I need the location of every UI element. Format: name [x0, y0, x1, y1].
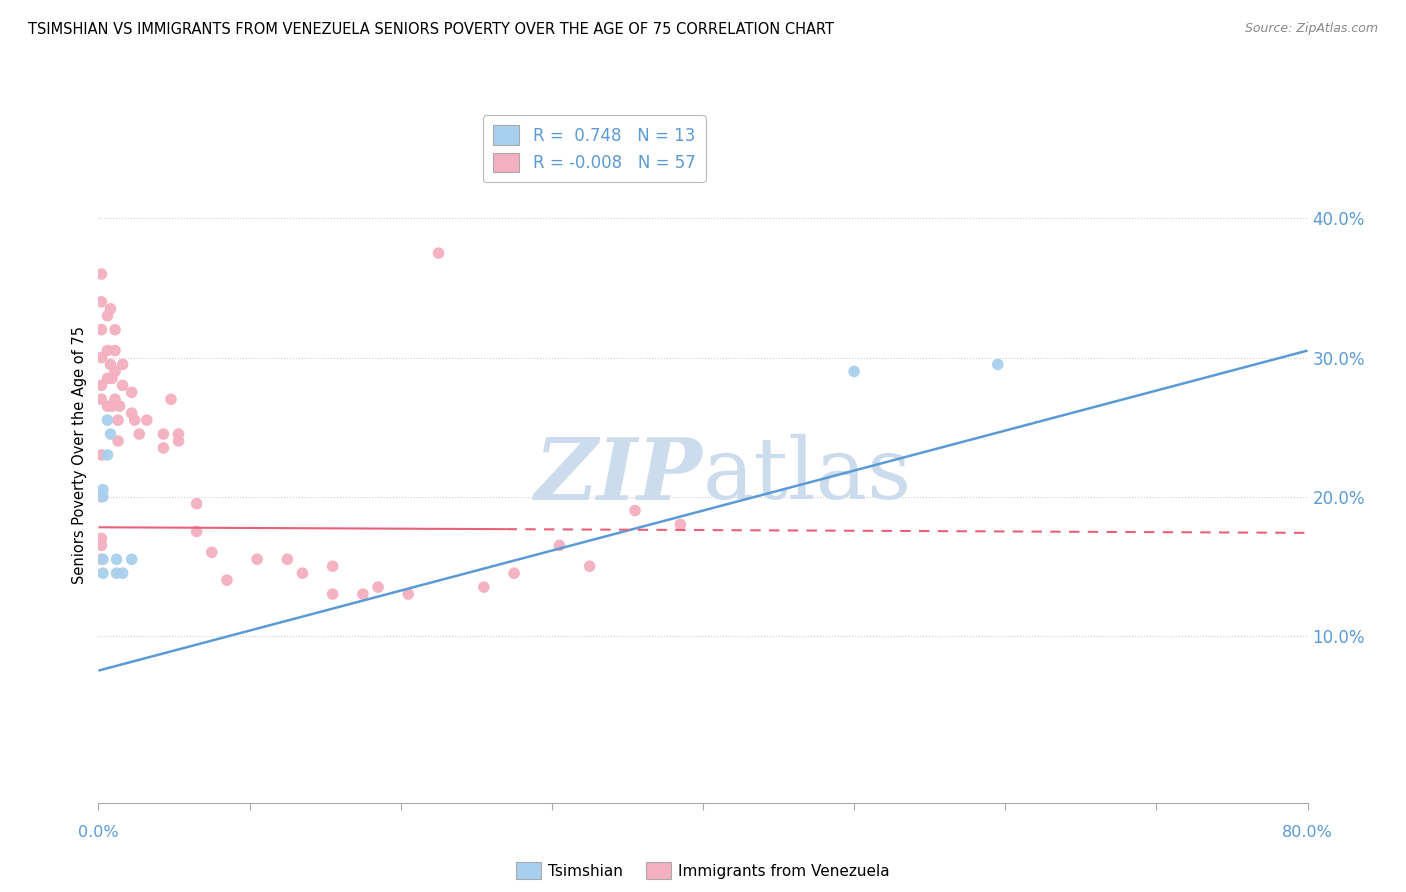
Point	[186, 497, 208, 511]
Point	[104, 392, 127, 407]
Point	[152, 427, 174, 442]
Point	[322, 587, 344, 601]
Y-axis label: Seniors Poverty Over the Age of 75: Seniors Poverty Over the Age of 75	[72, 326, 87, 584]
Point	[624, 503, 647, 517]
Point	[96, 448, 118, 462]
Point	[503, 566, 526, 581]
Point	[107, 434, 129, 448]
Point	[90, 538, 112, 552]
Point	[135, 413, 157, 427]
Point	[167, 427, 190, 442]
Point	[124, 413, 146, 427]
Point	[152, 441, 174, 455]
Point	[90, 294, 112, 309]
Point	[121, 406, 143, 420]
Point	[121, 385, 143, 400]
Point	[201, 545, 224, 559]
Point	[167, 434, 190, 448]
Point	[246, 552, 269, 566]
Point	[367, 580, 389, 594]
Point	[548, 538, 571, 552]
Point	[90, 267, 112, 281]
Point	[96, 413, 118, 427]
Text: atlas: atlas	[703, 434, 912, 517]
Point	[105, 552, 128, 566]
Point	[215, 573, 238, 587]
Point	[104, 364, 127, 378]
Point	[844, 364, 866, 378]
Point	[90, 323, 112, 337]
Legend: Tsimshian, Immigrants from Venezuela: Tsimshian, Immigrants from Venezuela	[510, 855, 896, 886]
Text: 0.0%: 0.0%	[79, 825, 118, 840]
Point	[90, 448, 112, 462]
Point	[101, 399, 124, 413]
Point	[276, 552, 298, 566]
Text: Source: ZipAtlas.com: Source: ZipAtlas.com	[1244, 22, 1378, 36]
Text: TSIMSHIAN VS IMMIGRANTS FROM VENEZUELA SENIORS POVERTY OVER THE AGE OF 75 CORREL: TSIMSHIAN VS IMMIGRANTS FROM VENEZUELA S…	[28, 22, 834, 37]
Point	[186, 524, 208, 539]
Point	[128, 427, 150, 442]
Point	[104, 323, 127, 337]
Point	[90, 552, 112, 566]
Point	[111, 358, 134, 372]
Point	[427, 246, 450, 260]
Point	[91, 490, 114, 504]
Text: 80.0%: 80.0%	[1282, 825, 1333, 840]
Point	[90, 378, 112, 392]
Point	[396, 587, 419, 601]
Point	[111, 378, 134, 392]
Point	[90, 351, 112, 365]
Point	[96, 343, 118, 358]
Point	[578, 559, 600, 574]
Point	[100, 427, 122, 442]
Point	[160, 392, 183, 407]
Point	[105, 566, 128, 581]
Point	[322, 559, 344, 574]
Point	[472, 580, 495, 594]
Point	[96, 309, 118, 323]
Point	[91, 552, 114, 566]
Point	[96, 399, 118, 413]
Point	[291, 566, 314, 581]
Point	[987, 358, 1010, 372]
Point	[96, 371, 118, 385]
Point	[107, 413, 129, 427]
Point	[100, 301, 122, 316]
Point	[352, 587, 374, 601]
Point	[121, 552, 143, 566]
Point	[100, 358, 122, 372]
Point	[90, 490, 112, 504]
Text: ZIP: ZIP	[536, 434, 703, 517]
Point	[669, 517, 692, 532]
Point	[108, 399, 131, 413]
Point	[91, 483, 114, 497]
Point	[90, 532, 112, 546]
Point	[90, 392, 112, 407]
Point	[101, 371, 124, 385]
Point	[91, 566, 114, 581]
Point	[104, 343, 127, 358]
Point	[111, 566, 134, 581]
